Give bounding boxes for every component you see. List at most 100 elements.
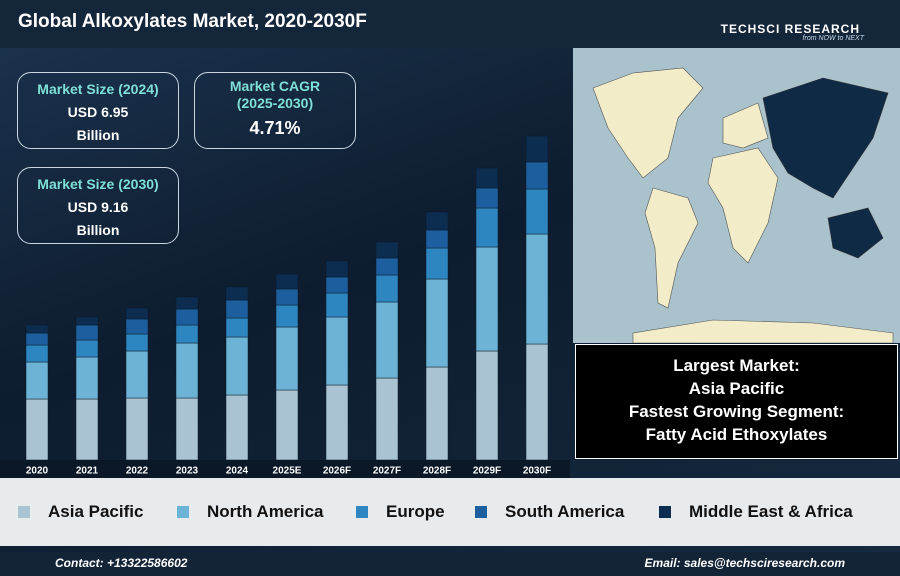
australia <box>827 207 884 259</box>
x-tick-label: 2021 <box>76 466 99 477</box>
bar-segment <box>225 299 249 319</box>
header: Global Alkoxylates Market, 2020-2030F TE… <box>0 0 900 48</box>
email: Email: sales@techsciresearch.com <box>644 556 845 570</box>
kpi-value: USD 6.95 <box>67 104 129 120</box>
legend-swatch <box>356 506 368 518</box>
bar-segment <box>175 397 199 461</box>
africa <box>707 147 779 264</box>
bar-segment <box>475 187 499 209</box>
tagline: from NOW to NEXT <box>802 35 864 42</box>
legend-label: Asia Pacific <box>48 502 144 521</box>
x-tick-label: 2020 <box>26 466 49 477</box>
bar-segment <box>275 304 299 328</box>
x-tick-label: 2027F <box>373 466 401 477</box>
bar-segment <box>75 356 99 400</box>
kpi-value: USD 9.16 <box>67 199 129 215</box>
x-tick-label: 2022 <box>126 466 149 477</box>
bar-segment <box>75 324 99 341</box>
bar-segment <box>275 288 299 306</box>
bar-segment <box>375 301 399 379</box>
x-tick-label: 2025E <box>273 466 302 477</box>
bar-segment <box>425 229 449 249</box>
x-tick-label: 2024 <box>226 466 249 477</box>
bar-segment <box>225 394 249 461</box>
bar-segment <box>25 332 49 346</box>
bar-segment <box>475 167 499 189</box>
kpi-label: Market Size (2030) <box>37 176 159 192</box>
bar-segment <box>125 350 149 399</box>
bar-segment <box>475 207 499 248</box>
highlight-text: Fastest Growing Segment: <box>628 402 845 421</box>
highlight-text: Asia Pacific <box>688 379 785 398</box>
bar-segment <box>175 296 199 310</box>
highlights: Largest Market: Asia Pacific Fastest Gro… <box>575 344 898 459</box>
bar-segment <box>525 135 549 163</box>
bar-segment <box>25 344 49 363</box>
x-tick-label: 2030F <box>523 466 551 477</box>
highlight-text: Fatty Acid Ethoxylates <box>645 425 828 444</box>
legend-swatch <box>177 506 189 518</box>
kpi-label: Market CAGR (2025-2030) <box>229 78 321 111</box>
legend-label: Europe <box>386 502 445 521</box>
kpi-unit: Billion <box>76 127 120 143</box>
legend-item: North America <box>177 502 324 522</box>
bar-segment <box>525 343 549 461</box>
kpi-box: Market Size (2024) USD 6.95 Billion <box>17 72 179 149</box>
bar-segment <box>175 308 199 326</box>
bar-segment <box>525 188 549 235</box>
bar-segment <box>75 339 99 358</box>
plot-floor <box>0 460 570 478</box>
chart: 2020 2021 2022 2023 2024 2025E 2026F 2027F 2028F… <box>0 135 570 478</box>
europe <box>722 102 769 149</box>
bar-segment <box>125 333 149 352</box>
bar-segment <box>275 389 299 461</box>
legend-swatch <box>475 506 487 518</box>
south-america <box>644 187 699 309</box>
legend-label: Middle East & Africa <box>689 502 853 521</box>
contact: Contact: +13322586602 <box>55 556 188 570</box>
bar-segment <box>25 398 49 461</box>
kpi-value: 4.71% <box>249 118 301 138</box>
bar-segment <box>475 246 499 352</box>
x-tick-label: 2028F <box>423 466 451 477</box>
bar-segment <box>375 274 399 303</box>
bar-segment <box>25 361 49 400</box>
bar-segment <box>25 324 49 334</box>
bar-segment <box>425 247 449 280</box>
bar-segment <box>375 257 399 276</box>
bar-segment <box>425 211 449 231</box>
legend-label: South America <box>505 502 625 521</box>
bar-segment <box>75 398 99 461</box>
legend-item: South America <box>475 502 624 522</box>
legend-item: Asia Pacific <box>18 502 143 522</box>
bar-segment <box>425 278 449 368</box>
x-tick-label: 2026F <box>323 466 351 477</box>
bar-segment <box>475 350 499 461</box>
x-tick-label: 2029F <box>473 466 501 477</box>
legend-item: Europe <box>356 502 445 522</box>
bar-segment <box>325 384 349 461</box>
map-shapes <box>592 67 894 343</box>
logo: TECHSCI RESEARCH <box>720 22 860 36</box>
kpi-unit: Billion <box>76 222 120 238</box>
bar-segment <box>225 286 249 301</box>
title: Global Alkoxylates Market, 2020-2030F <box>18 11 367 32</box>
bar-segment <box>175 324 199 344</box>
bar-segment <box>375 241 399 259</box>
asia-pacific <box>762 77 889 199</box>
bar-segment <box>525 233 549 345</box>
x-tick-label: 2023 <box>176 466 199 477</box>
antarctica <box>632 319 894 343</box>
bar-segment <box>325 260 349 278</box>
footer: Contact: +13322586602 Email: sales@techs… <box>0 552 900 576</box>
kpi-label: Market Size (2024) <box>37 81 159 97</box>
bar-segment <box>125 307 149 320</box>
bar-segment <box>325 292 349 318</box>
bar-segment <box>275 273 299 290</box>
bar-segment <box>425 366 449 461</box>
bar-segment <box>525 161 549 190</box>
bar-segment <box>225 336 249 396</box>
bar-segment <box>325 316 349 386</box>
